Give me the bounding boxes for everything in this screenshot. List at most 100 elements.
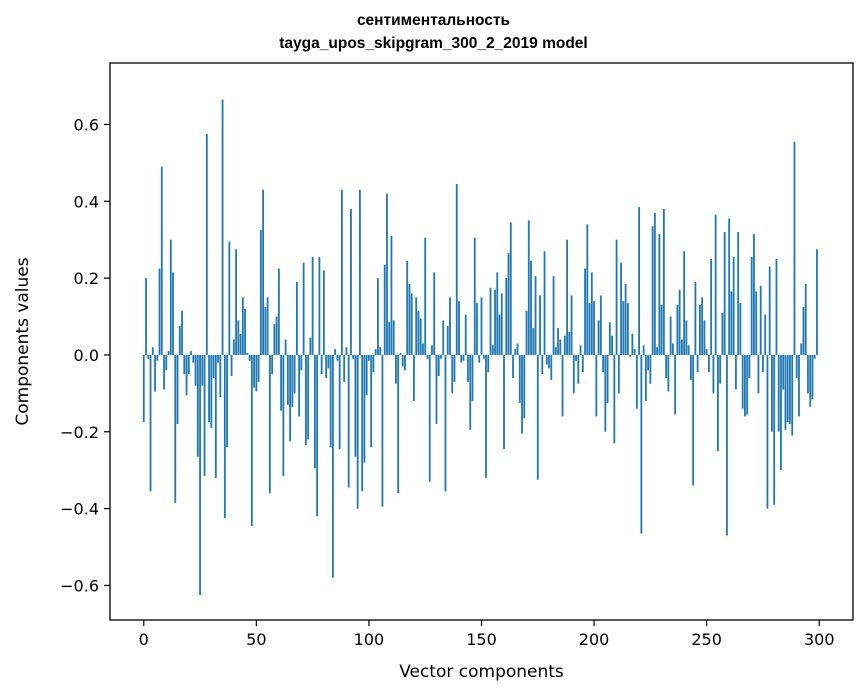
bar: [341, 189, 343, 355]
bar: [789, 354, 791, 425]
bar: [422, 343, 424, 355]
bar: [426, 354, 429, 359]
bar: [257, 354, 260, 382]
y-axis-label: Components values: [13, 257, 33, 425]
bars-group: [142, 99, 818, 596]
bar: [359, 189, 361, 355]
bar: [214, 354, 217, 478]
bar: [735, 354, 737, 390]
bar: [460, 354, 463, 363]
bar: [160, 166, 163, 355]
bar: [525, 310, 528, 355]
bar: [753, 233, 755, 355]
bar: [462, 354, 465, 361]
bar: [530, 260, 532, 355]
bar: [228, 241, 231, 355]
bar: [300, 354, 303, 371]
bar: [798, 354, 800, 417]
bar: [286, 354, 289, 405]
bar: [264, 306, 267, 355]
bar: [536, 354, 539, 480]
bar: [352, 354, 355, 359]
bar: [746, 354, 749, 415]
bar: [338, 354, 341, 450]
bar: [764, 314, 767, 355]
x-tick-label: 200: [579, 630, 610, 649]
bar: [404, 354, 406, 371]
bar: [311, 256, 314, 355]
bar: [572, 354, 575, 394]
bar: [593, 301, 595, 355]
bar: [599, 295, 602, 355]
bar: [728, 218, 731, 355]
bar: [151, 347, 154, 355]
bar: [370, 354, 373, 448]
bar: [539, 295, 541, 355]
bar: [512, 354, 514, 378]
bar: [449, 297, 451, 355]
bar: [561, 354, 564, 417]
bar: [503, 354, 505, 450]
bar: [223, 354, 226, 519]
bar: [437, 354, 440, 377]
bar: [320, 354, 323, 375]
bar: [442, 320, 445, 355]
bar: [584, 268, 586, 355]
bar: [505, 278, 508, 355]
bar: [723, 232, 726, 355]
bar: [534, 276, 537, 355]
bar: [190, 351, 192, 355]
bar: [692, 354, 695, 486]
bar: [156, 354, 159, 361]
bar: [771, 354, 773, 432]
bar: [455, 184, 458, 355]
bar: [354, 354, 357, 457]
bar: [545, 354, 548, 365]
bar: [187, 354, 190, 375]
y-tick-label: −0.2: [60, 423, 99, 442]
bar: [289, 354, 292, 442]
bar: [786, 354, 789, 423]
bar: [158, 268, 161, 355]
x-tick-label: 0: [139, 630, 149, 649]
bar: [230, 354, 233, 377]
chart-subtitle: tayga_upos_skipgram_300_2_2019 model: [279, 35, 588, 52]
bar: [395, 354, 397, 384]
bar: [262, 189, 265, 355]
bar: [543, 251, 546, 355]
bar: [766, 354, 769, 509]
bar: [759, 285, 762, 355]
bar: [361, 354, 364, 492]
bar: [446, 326, 449, 355]
bar: [683, 251, 686, 355]
bar: [428, 354, 431, 482]
bar: [813, 354, 816, 359]
bar: [185, 354, 188, 396]
bar: [381, 354, 384, 507]
bar: [793, 141, 796, 355]
bar: [622, 301, 625, 355]
bar: [602, 354, 604, 373]
bar: [226, 354, 228, 448]
bar: [435, 354, 438, 425]
bar: [782, 354, 785, 390]
bar: [804, 283, 807, 355]
y-tick-label: 0.2: [74, 269, 99, 288]
bar: [356, 354, 359, 509]
bar: [284, 339, 287, 355]
bar: [199, 354, 201, 596]
bar: [406, 260, 409, 355]
bar: [768, 266, 771, 355]
bar: [208, 354, 210, 423]
bar: [566, 239, 568, 355]
bar: [293, 354, 296, 394]
bar: [259, 230, 262, 355]
bar: [748, 354, 751, 378]
bar: [730, 291, 733, 355]
bar: [327, 354, 330, 369]
bar: [719, 354, 722, 384]
bar: [809, 354, 812, 407]
bar: [221, 99, 224, 355]
bar: [365, 354, 368, 396]
bar: [334, 349, 337, 355]
